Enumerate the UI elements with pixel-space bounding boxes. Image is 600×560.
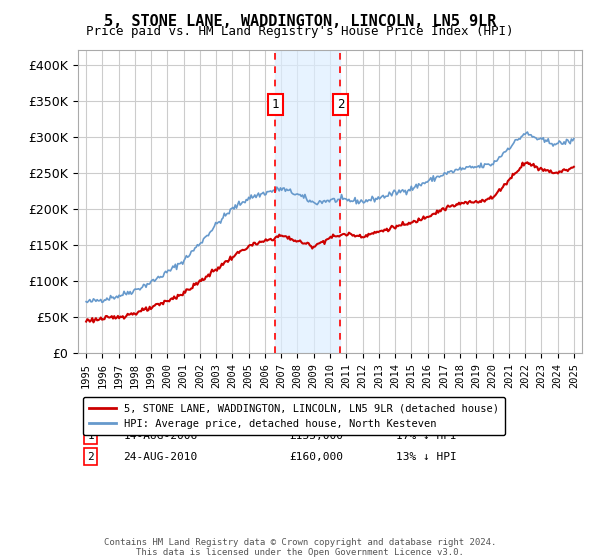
Text: £155,000: £155,000 [290, 431, 344, 441]
Text: £160,000: £160,000 [290, 451, 344, 461]
Text: 1: 1 [87, 431, 94, 441]
Text: 1: 1 [271, 98, 279, 111]
Bar [275, 50, 340, 353]
Text: 5, STONE LANE, WADDINGTON, LINCOLN, LN5 9LR: 5, STONE LANE, WADDINGTON, LINCOLN, LN5 … [104, 14, 496, 29]
Text: Price paid vs. HM Land Registry's House Price Index (HPI): Price paid vs. HM Land Registry's House … [86, 25, 514, 38]
Text: Contains HM Land Registry data © Crown copyright and database right 2024.
This d: Contains HM Land Registry data © Crown c… [104, 538, 496, 557]
Text: 2: 2 [87, 451, 94, 461]
Text: 17% ↓ HPI: 17% ↓ HPI [395, 431, 456, 441]
Text: 24-AUG-2010: 24-AUG-2010 [124, 451, 197, 461]
Text: 2: 2 [337, 98, 344, 111]
Legend: 5, STONE LANE, WADDINGTON, LINCOLN, LN5 9LR (detached house), HPI: Average price: 5, STONE LANE, WADDINGTON, LINCOLN, LN5 … [83, 398, 505, 435]
Text: 13% ↓ HPI: 13% ↓ HPI [395, 451, 456, 461]
Text: 14-AUG-2006: 14-AUG-2006 [124, 431, 197, 441]
